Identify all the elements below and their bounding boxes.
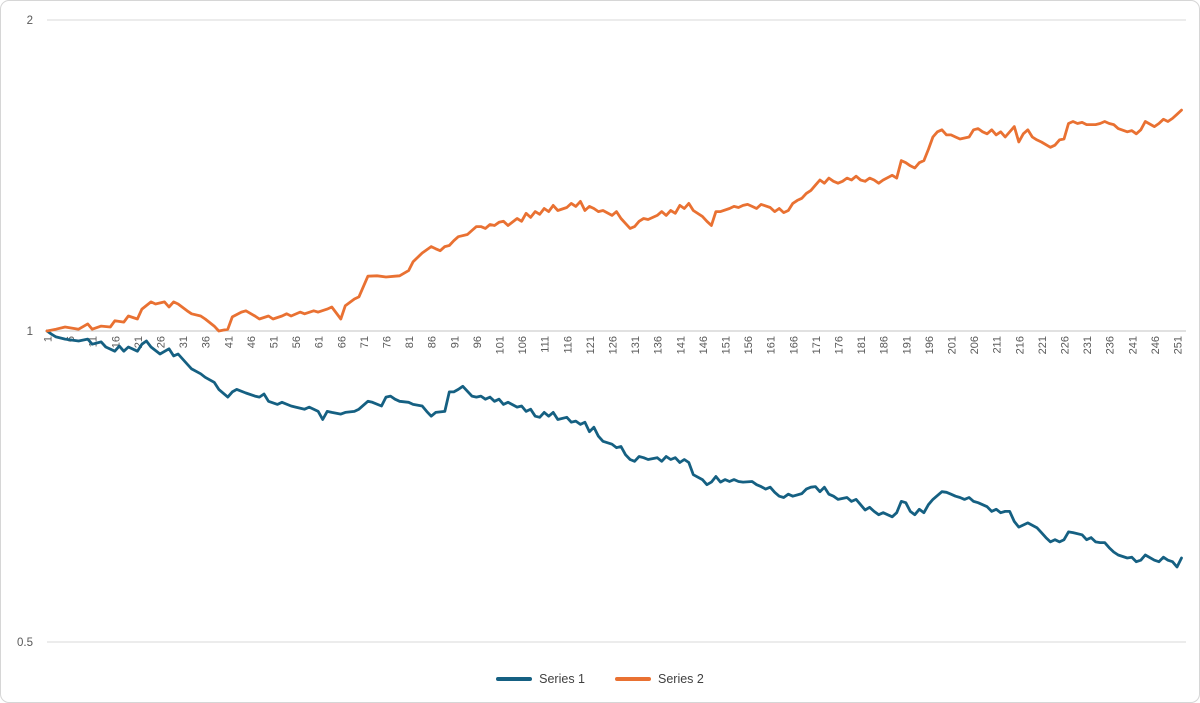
x-tick-label: 226 (1059, 336, 1071, 354)
x-tick-label: 126 (607, 336, 619, 354)
x-tick-label: 211 (992, 336, 1004, 354)
legend-item-series-2[interactable]: Series 2 (615, 673, 704, 686)
legend-label-series-1: Series 1 (539, 671, 585, 686)
x-tick-label: 26 (155, 336, 167, 348)
x-tick-label: 221 (1037, 336, 1049, 354)
x-tick-label: 91 (449, 336, 461, 348)
x-tick-label: 61 (314, 336, 326, 348)
legend-label-series-2: Series 2 (658, 671, 704, 686)
x-tick-label: 161 (766, 336, 778, 354)
x-tick-label: 106 (517, 336, 529, 354)
x-tick-label: 191 (901, 336, 913, 354)
x-tick-label: 31 (178, 336, 190, 348)
x-tick-label: 236 (1105, 336, 1117, 354)
x-tick-label: 56 (291, 336, 303, 348)
x-tick-label: 186 (879, 336, 891, 354)
chart-legend: Series 1 Series 2 (0, 669, 1200, 689)
x-tick-label: 181 (856, 336, 868, 354)
x-tick-label: 76 (381, 336, 393, 348)
x-tick-label: 251 (1172, 336, 1184, 354)
x-tick-label: 36 (201, 336, 213, 348)
series-1-line[interactable] (45, 329, 1183, 569)
x-tick-label: 201 (946, 336, 958, 354)
x-tick-label: 101 (494, 336, 506, 354)
series-1-line-swatch (496, 677, 533, 681)
x-tick-label: 71 (359, 336, 371, 348)
y-tick-label: 1 (27, 326, 33, 338)
x-tick-label: 231 (1082, 336, 1094, 354)
x-tick-label: 116 (562, 336, 574, 354)
x-tick-label: 171 (811, 336, 823, 354)
x-tick-label: 246 (1150, 336, 1162, 354)
x-tick-label: 46 (246, 336, 258, 348)
x-tick-label: 131 (630, 336, 642, 354)
x-tick-label: 166 (788, 336, 800, 354)
x-tick-label: 176 (833, 336, 845, 354)
x-tick-label: 206 (969, 336, 981, 354)
x-tick-label: 156 (743, 336, 755, 354)
x-tick-label: 146 (698, 336, 710, 354)
x-tick-label: 96 (472, 336, 484, 348)
x-tick-label: 151 (720, 336, 732, 354)
x-tick-label: 11 (88, 336, 100, 347)
legend-item-series-1[interactable]: Series 1 (496, 673, 585, 686)
x-tick-label: 41 (223, 336, 235, 348)
x-tick-label: 81 (404, 336, 416, 348)
x-tick-label: 1 (43, 336, 55, 342)
x-tick-label: 141 (675, 336, 687, 354)
x-tick-label: 111 (540, 336, 552, 353)
x-tick-label: 86 (427, 336, 439, 348)
series-2-line-swatch (615, 677, 651, 681)
x-tick-label: 51 (268, 336, 280, 348)
x-tick-label: 241 (1127, 336, 1139, 354)
y-tick-label: 0.5 (17, 637, 33, 649)
x-tick-label: 66 (336, 336, 348, 348)
x-tick-label: 216 (1014, 336, 1026, 354)
x-tick-label: 136 (653, 336, 665, 354)
x-tick-label: 196 (924, 336, 936, 354)
x-tick-label: 121 (585, 336, 597, 354)
series-2-line[interactable] (45, 108, 1183, 333)
y-tick-label: 2 (27, 15, 33, 27)
